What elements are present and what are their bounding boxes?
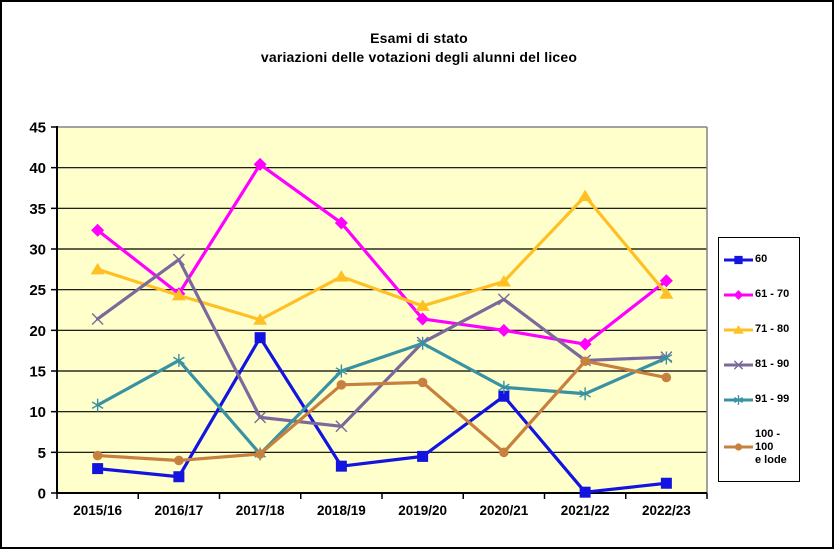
data-point-marker: [172, 253, 185, 266]
data-point-marker: [173, 353, 185, 367]
data-point-marker: [579, 486, 591, 498]
y-axis-tick-label: 25: [29, 282, 46, 299]
legend-item: 61 - 70: [723, 288, 798, 302]
legend-label: 61 - 70: [755, 288, 790, 300]
data-point-marker: [659, 287, 674, 299]
x-axis-tick-label: 2021/22: [561, 503, 610, 518]
data-point-marker: [498, 390, 510, 402]
data-point-marker: [734, 443, 743, 451]
x-axis-tick-label: 2018/19: [317, 503, 366, 518]
data-point-marker: [733, 324, 744, 334]
x-axis-tick-label: 2017/18: [236, 503, 285, 518]
data-point-marker: [335, 460, 347, 472]
x-axis-tick-label: 2020/21: [479, 503, 528, 518]
legend-item: 71 - 80: [723, 323, 798, 337]
y-axis-tick-label: 15: [29, 364, 46, 381]
data-point-marker: [499, 447, 509, 458]
data-point-marker: [734, 394, 743, 405]
data-point-marker: [660, 477, 672, 489]
legend-label: 91 - 99: [755, 393, 790, 405]
data-point-marker: [91, 312, 104, 325]
data-point-marker: [578, 337, 592, 351]
chart-title-line1: Esami di stato: [370, 30, 468, 46]
data-point-marker: [416, 312, 430, 326]
series-line-circle: [96, 359, 668, 463]
data-point-marker: [91, 223, 105, 237]
data-point-marker: [253, 313, 268, 325]
legend-swatch-square-icon: [724, 255, 753, 264]
data-point-marker: [416, 336, 429, 350]
y-axis-tick-label: 0: [38, 486, 46, 503]
data-point-marker: [334, 270, 349, 282]
data-point-marker: [415, 299, 430, 311]
legend-item: 91 - 99: [723, 393, 798, 407]
data-point-marker: [334, 216, 348, 230]
y-axis-tick-label: 5: [38, 445, 46, 462]
data-point-marker: [661, 372, 672, 383]
legend-label: 60: [755, 253, 768, 265]
data-point-marker: [174, 455, 184, 466]
y-axis-tick-label: 10: [29, 404, 46, 421]
data-point-marker: [733, 289, 744, 300]
data-point-marker: [496, 275, 511, 287]
data-point-marker: [335, 364, 348, 378]
x-axis-tick-label: 2022/23: [642, 503, 691, 518]
data-point-marker: [254, 411, 267, 424]
data-point-marker: [335, 420, 348, 433]
data-point-marker: [578, 189, 593, 202]
y-axis-tick-label: 30: [29, 242, 46, 259]
y-axis-tick-label: 20: [29, 323, 46, 340]
x-axis-tick-label: 2015/16: [73, 503, 122, 518]
chart-title: Esami di stato variazioni delle votazion…: [2, 29, 832, 67]
data-point-marker: [253, 157, 267, 171]
data-point-marker: [254, 332, 266, 344]
x-axis-tick-label: 2019/20: [398, 503, 447, 518]
data-point-marker: [417, 377, 428, 388]
x-axis-tick-label: 2016/17: [154, 503, 203, 518]
series-line-diamond: [96, 162, 668, 346]
series-line-triangle: [96, 194, 668, 322]
y-axis-tick-label: 35: [29, 201, 46, 218]
legend: 60 61 - 70 71 - 80 81 - 90 91 - 99 100 - 100 …: [718, 237, 800, 482]
legend-swatch-diamond-icon: [724, 289, 753, 300]
series-line-asterisk: [96, 341, 668, 456]
legend-item: 81 - 90: [723, 358, 798, 372]
data-point-marker: [579, 387, 591, 401]
y-axis-tick-label: 40: [29, 160, 46, 177]
series-line-square: [96, 336, 668, 494]
data-point-marker: [497, 293, 510, 306]
legend-label: 81 - 90: [755, 358, 790, 370]
data-point-marker: [255, 449, 265, 459]
data-point-marker: [171, 288, 186, 301]
data-point-marker: [660, 351, 673, 365]
legend-item: 60: [723, 253, 798, 267]
data-point-marker: [734, 255, 743, 264]
data-point-marker: [336, 380, 347, 390]
legend-label: 71 - 80: [755, 323, 790, 335]
data-point-marker: [417, 450, 429, 462]
data-point-marker: [580, 356, 590, 367]
data-point-marker: [659, 274, 673, 288]
legend-item: 100 - 100 e lode: [723, 428, 798, 467]
legend-swatch-circle-icon: [724, 443, 753, 451]
chart-title-line2: variazioni delle votazioni degli alunni …: [260, 49, 578, 65]
data-point-marker: [92, 450, 103, 461]
data-point-marker: [733, 359, 744, 370]
data-point-marker: [90, 262, 105, 275]
legend-swatch-triangle-icon: [724, 324, 753, 334]
legend-swatch-asterisk-icon: [724, 394, 753, 405]
data-point-marker: [498, 380, 510, 394]
legend-label: 100 - 100 e lode: [755, 427, 787, 466]
legend-swatch-x-icon: [724, 359, 753, 370]
data-point-marker: [497, 323, 511, 337]
data-point-marker: [173, 471, 185, 483]
y-axis-tick-label: 45: [29, 120, 46, 137]
data-point-marker: [92, 463, 104, 475]
data-point-marker: [91, 398, 104, 412]
plot-background: [57, 127, 707, 493]
